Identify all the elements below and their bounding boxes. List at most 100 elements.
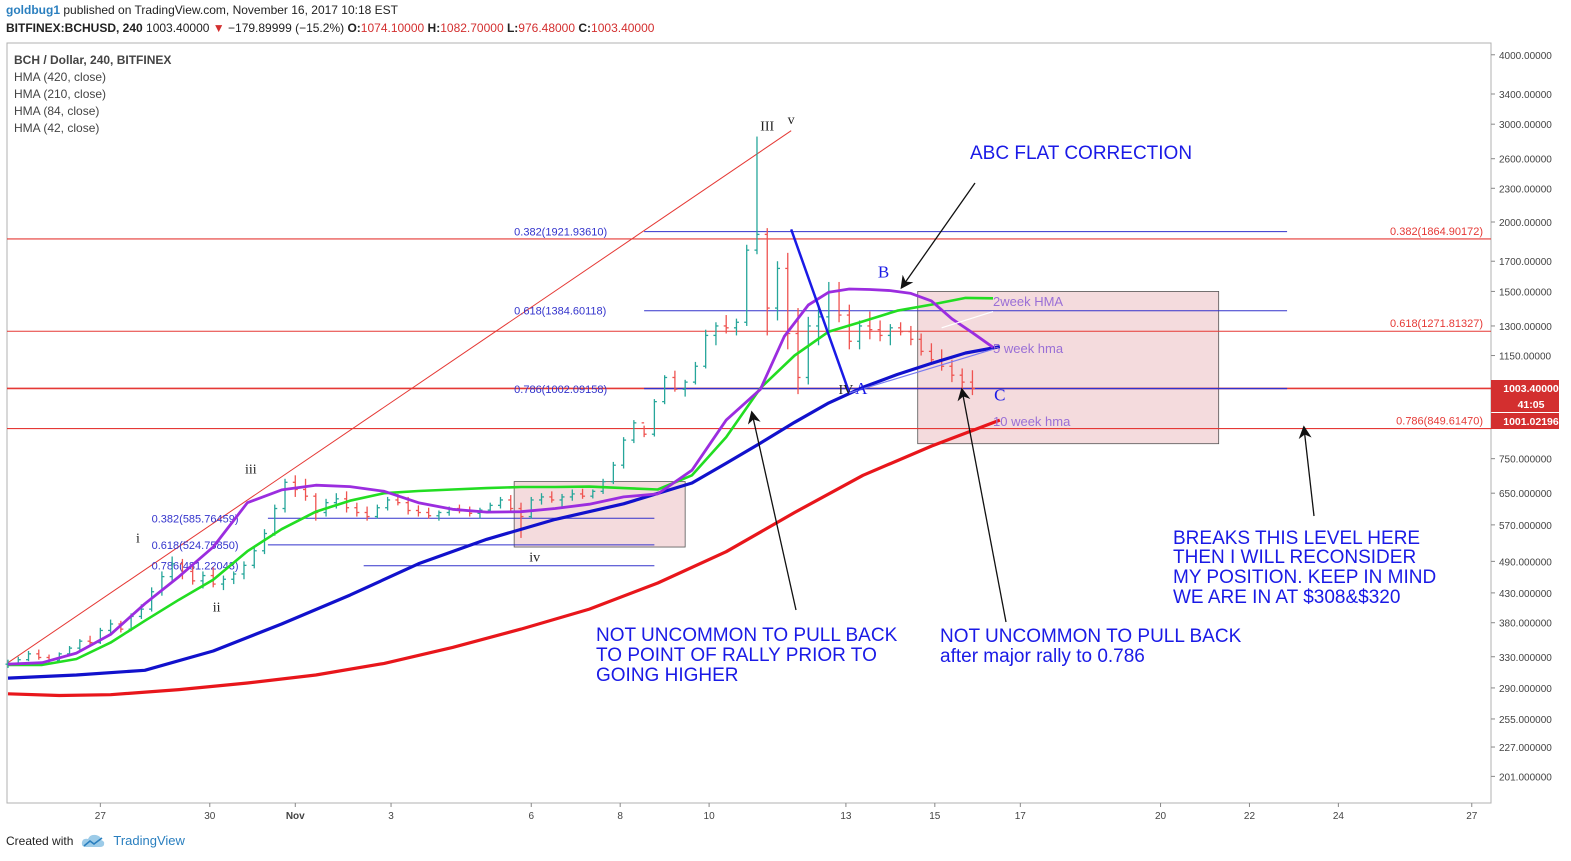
wave-label: ii xyxy=(213,601,221,616)
y-tick-label: 750.000000 xyxy=(1499,455,1552,466)
chart-legend: BCH / Dollar, 240, BITFINEX HMA (420, cl… xyxy=(14,52,171,137)
hma-label: 2week HMA xyxy=(993,294,1063,309)
fib-label: 0.618(524.75850) xyxy=(152,540,239,552)
author-name[interactable]: goldbug1 xyxy=(6,3,60,17)
annotation-arrow[interactable] xyxy=(747,410,797,611)
x-tick-label: 20 xyxy=(1155,811,1167,822)
annotation-arrow[interactable] xyxy=(900,182,976,290)
down-arrow-icon: ▼ xyxy=(212,21,225,35)
annotation-text: ABC FLAT CORRECTION xyxy=(970,143,1192,164)
open-value: 1074.10000 xyxy=(360,21,425,35)
annotation-text: NOT UNCOMMON TO PULL BACK xyxy=(596,625,898,646)
y-tick-label: 3400.00000 xyxy=(1499,90,1552,101)
wave-line-white xyxy=(941,310,994,329)
change-value: −179.89999 (−15.2%) xyxy=(228,21,345,35)
annotation-text: NOT UNCOMMON TO PULL BACK xyxy=(940,626,1242,647)
fib-label: 0.618(1384.60118) xyxy=(514,306,606,318)
low-value: 976.48000 xyxy=(518,21,576,35)
tradingview-brand[interactable]: TradingView xyxy=(113,833,185,848)
footer: Created with TradingView xyxy=(6,833,185,848)
high-value: 1082.70000 xyxy=(440,21,504,35)
level-label: 0.618(1271.81327) xyxy=(1390,318,1483,330)
last-price: 1003.40000 xyxy=(146,21,210,35)
open-label: O: xyxy=(347,21,361,35)
y-tick-label: 380.000000 xyxy=(1499,619,1552,630)
wave-a-line[interactable] xyxy=(790,228,851,394)
hma-420-line[interactable] xyxy=(7,418,1001,698)
y-tick-label: 2600.00000 xyxy=(1499,155,1552,166)
y-tick-label: 330.000000 xyxy=(1499,653,1552,664)
fib-label: 0.786(1002.09158) xyxy=(514,384,607,396)
annotation-text: THEN I WILL RECONSIDER xyxy=(1173,547,1416,568)
hma-label: 5 week hma xyxy=(993,341,1064,356)
wave-label: i xyxy=(136,531,140,546)
y-tick-label: 2000.00000 xyxy=(1499,218,1552,229)
x-tick-label: 8 xyxy=(617,811,623,822)
annotation-arrow[interactable] xyxy=(1298,425,1315,517)
price-badge-text: 41:05 xyxy=(1518,399,1545,411)
y-tick-label: 255.000000 xyxy=(1499,715,1552,726)
x-tick-label: 15 xyxy=(929,811,941,822)
wave-label: C xyxy=(994,385,1005,404)
tradingview-cloud-icon xyxy=(82,834,105,847)
y-tick-label: 227.000000 xyxy=(1499,743,1552,754)
hma-label: 10 week hma xyxy=(993,414,1071,429)
legend-item-hma-420[interactable]: HMA (420, close) xyxy=(14,70,107,84)
x-tick-label: 6 xyxy=(528,811,534,822)
x-tick-label: 3 xyxy=(388,811,394,822)
wave-line[interactable] xyxy=(849,348,994,394)
wave-label: IV xyxy=(839,383,854,398)
annotation-text: after major rally to 0.786 xyxy=(940,646,1145,667)
hma-84-line[interactable] xyxy=(8,296,994,667)
published-text: published on TradingView.com, November 1… xyxy=(63,3,398,17)
wave-label: B xyxy=(878,262,889,281)
y-tick-label: 1300.00000 xyxy=(1499,322,1552,333)
y-tick-label: 430.000000 xyxy=(1499,589,1552,600)
fib-label: 0.382(585.76459) xyxy=(152,513,239,525)
high-label: H: xyxy=(427,21,441,35)
annotation-text: GOING HIGHER xyxy=(596,665,739,686)
close-value: 1003.40000 xyxy=(591,21,655,35)
wave-label: v xyxy=(788,113,795,128)
x-tick-label: 27 xyxy=(95,811,107,822)
y-tick-label: 1150.00000 xyxy=(1499,352,1552,363)
wave-label: iii xyxy=(245,463,257,478)
y-tick-label: 201.000000 xyxy=(1499,772,1552,783)
x-tick-label: 22 xyxy=(1244,811,1256,822)
legend-item-hma-210[interactable]: HMA (210, close) xyxy=(14,87,107,101)
legend-title: BCH / Dollar, 240, BITFINEX xyxy=(14,53,172,67)
x-tick-label: Nov xyxy=(286,811,305,822)
y-tick-label: 4000.00000 xyxy=(1499,51,1552,62)
annotation-text: TO POINT OF RALLY PRIOR TO xyxy=(596,645,877,666)
wave-label: III xyxy=(760,120,774,135)
created-with-label: Created with xyxy=(6,833,74,848)
header-ohlc: BITFINEX:BCHUSD, 240 1003.40000 ▼ −179.8… xyxy=(6,21,654,35)
hma-42-line[interactable] xyxy=(7,287,994,666)
plot-area[interactable] xyxy=(6,42,1492,804)
symbol-line: BITFINEX:BCHUSD, 240 xyxy=(6,21,143,35)
price-badge xyxy=(1491,396,1559,412)
legend-item-hma-84[interactable]: HMA (84, close) xyxy=(14,104,100,118)
level-label: 0.786(849.61470) xyxy=(1396,416,1483,428)
low-label: L: xyxy=(506,21,519,35)
price-badge xyxy=(1491,380,1559,396)
annotation-text: WE ARE IN AT $308&$320 xyxy=(1173,587,1400,608)
y-tick-label: 1500.00000 xyxy=(1499,287,1552,298)
annotation-text: MY POSITION. KEEP IN MIND xyxy=(1173,567,1436,588)
price-badge xyxy=(1491,413,1559,429)
price-badge-text: 1001.02196 xyxy=(1503,416,1559,428)
y-tick-label: 3000.00000 xyxy=(1499,120,1552,131)
y-tick-label: 570.000000 xyxy=(1499,521,1552,532)
y-tick-label: 650.000000 xyxy=(1499,489,1552,500)
y-tick-label: 290.000000 xyxy=(1499,684,1552,695)
trend-line[interactable] xyxy=(7,130,792,664)
annotation-text: BREAKS THIS LEVEL HERE xyxy=(1173,528,1420,549)
x-tick-label: 10 xyxy=(704,811,716,822)
fib-label: 0.382(1921.93610) xyxy=(514,227,607,239)
legend-item-hma-42[interactable]: HMA (42, close) xyxy=(14,121,100,135)
x-tick-label: 30 xyxy=(204,811,216,822)
annotation-arrow[interactable] xyxy=(957,387,1007,623)
x-tick-label: 24 xyxy=(1333,811,1345,822)
y-tick-label: 490.000000 xyxy=(1499,557,1552,568)
